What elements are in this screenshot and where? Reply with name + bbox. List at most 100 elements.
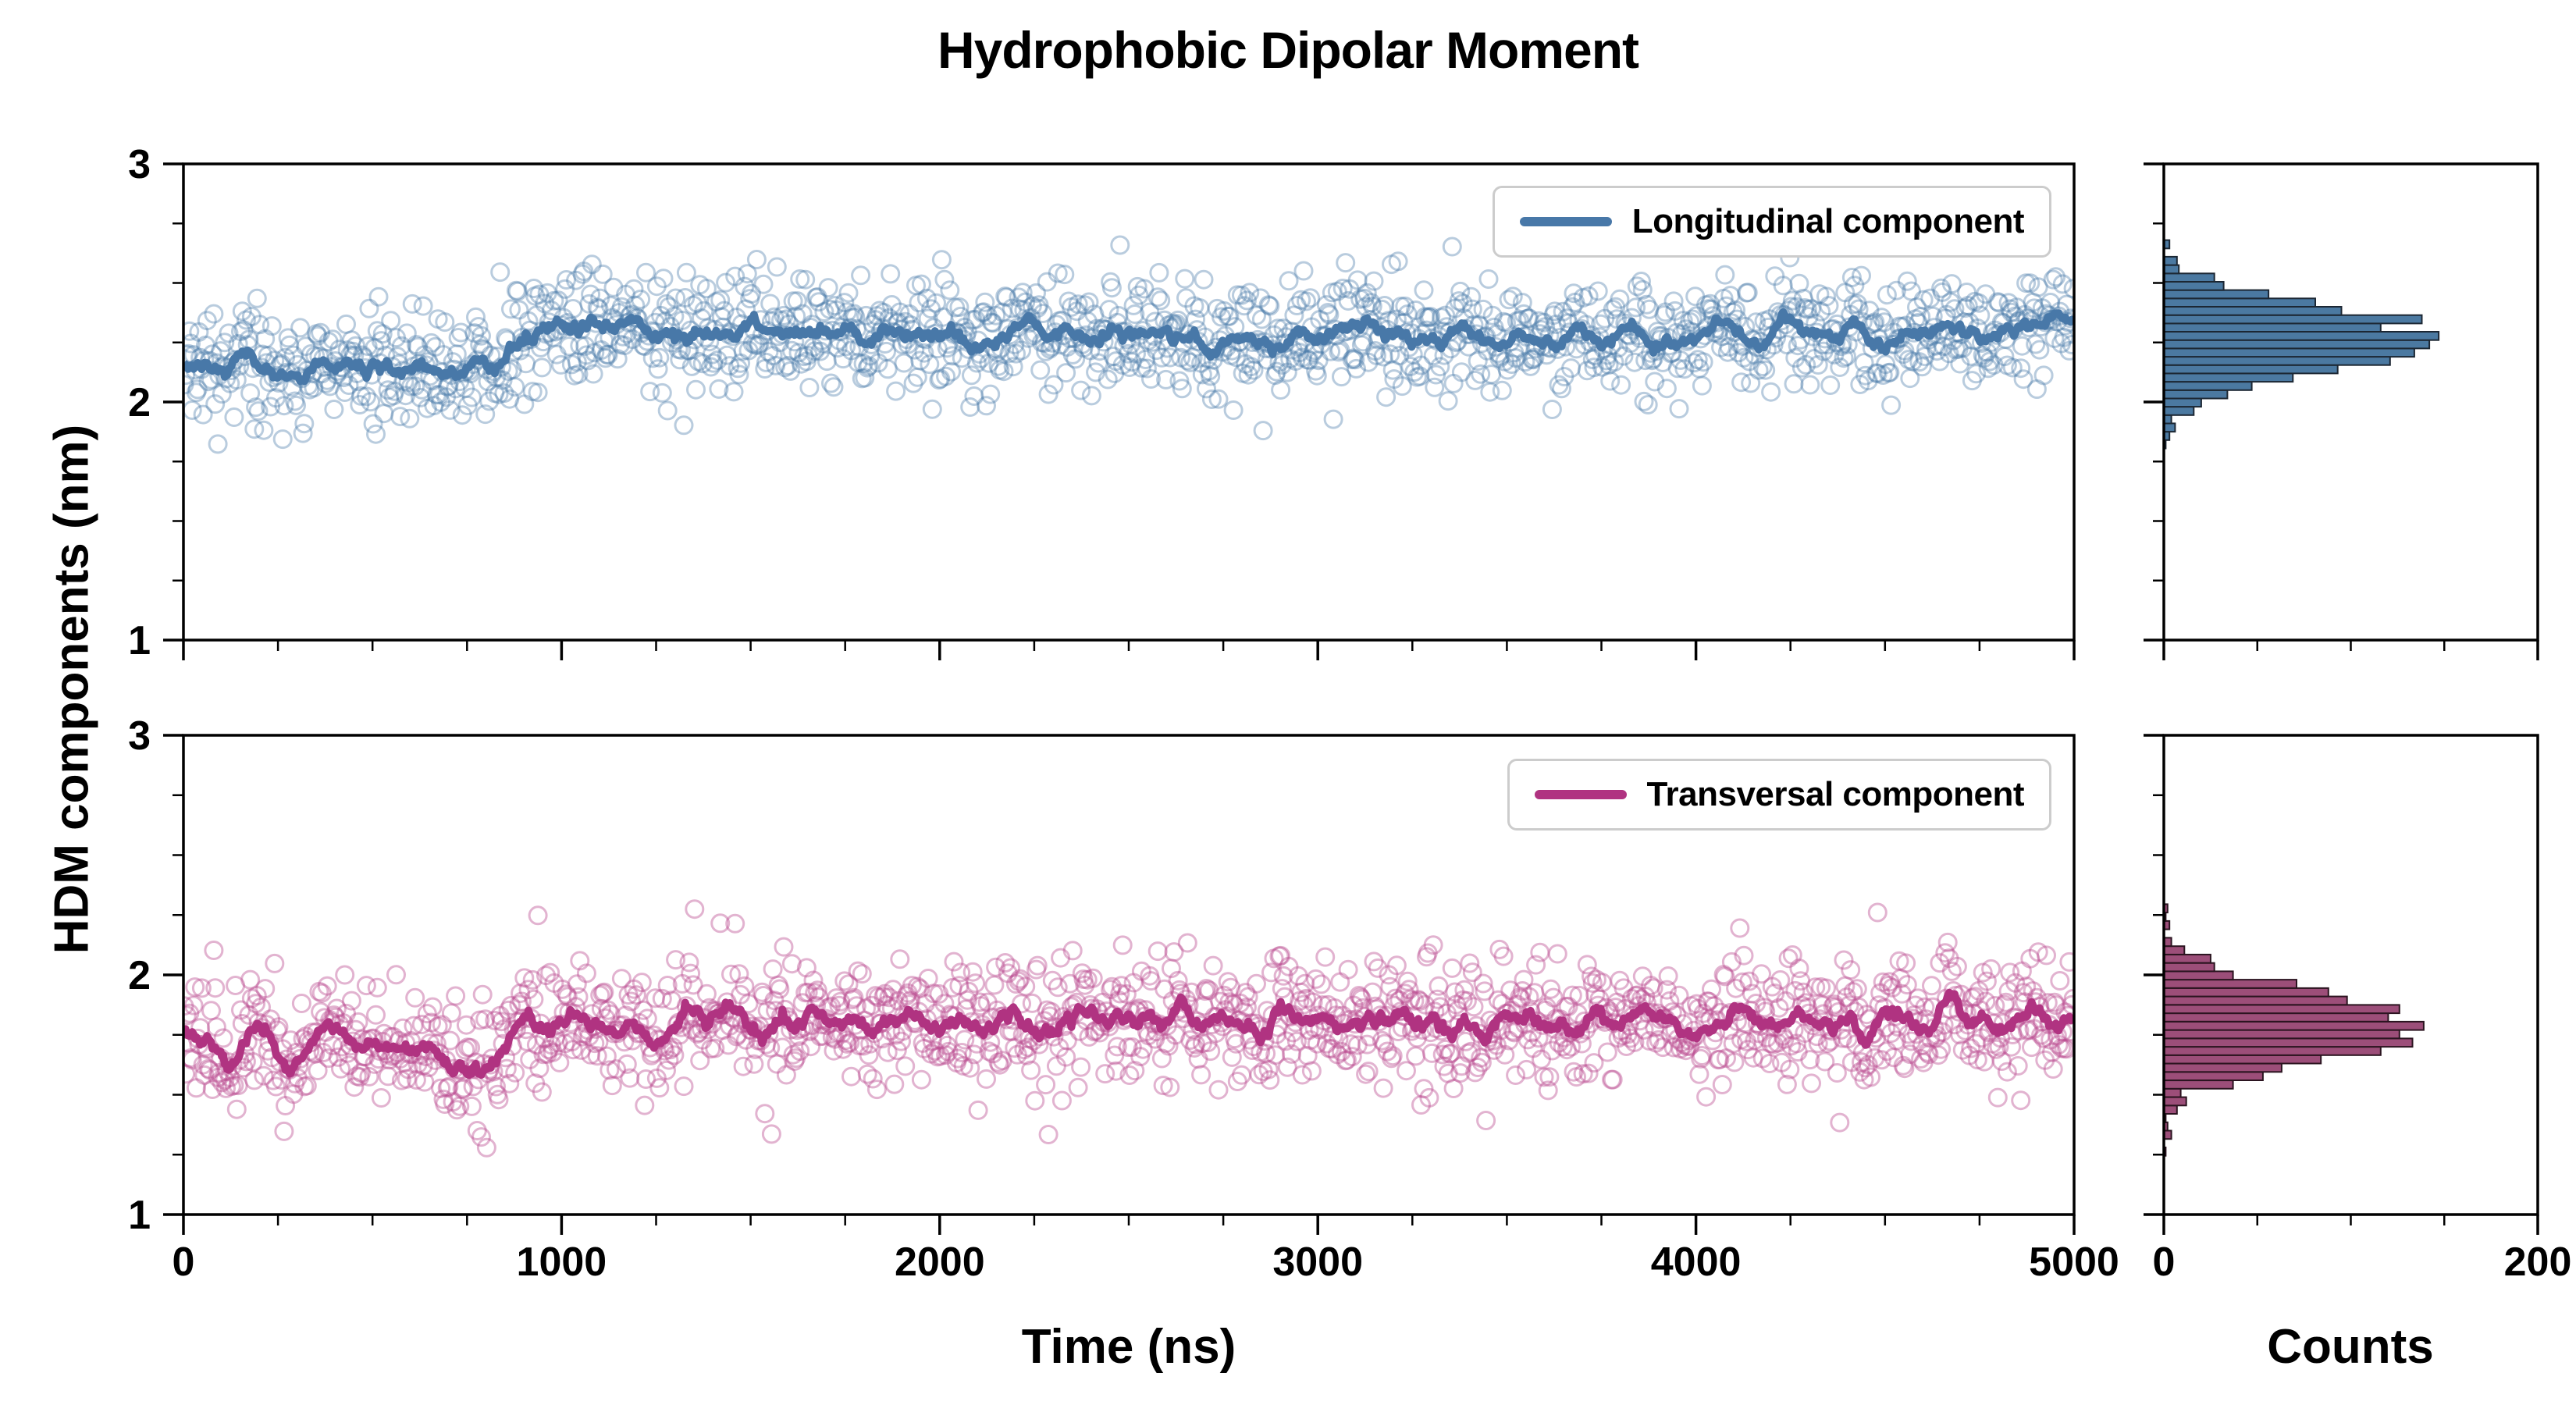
scatter-point (1354, 288, 1375, 308)
scatter-point (393, 1018, 413, 1038)
scatter-point (979, 353, 999, 373)
scatter-point (1578, 286, 1599, 306)
scatter-point (975, 292, 995, 312)
scatter-point (505, 1062, 525, 1083)
scatter-point (1939, 343, 1959, 364)
scatter-point (735, 276, 755, 297)
scatter-point (371, 1088, 391, 1108)
histogram-series-bottom (2163, 903, 2425, 1157)
scatter-point (760, 293, 781, 314)
scatter-point (417, 398, 437, 418)
scatter-point (567, 352, 587, 372)
scatter-point (622, 329, 642, 350)
scatter-point (1549, 375, 1569, 395)
scatter-point (996, 287, 1016, 308)
scatter-point (262, 316, 282, 336)
scatter-point (247, 986, 267, 1006)
scatter-point (1543, 305, 1564, 325)
scatter-point (1711, 337, 1731, 357)
scatter-point (601, 296, 621, 316)
scatter-point (208, 434, 228, 454)
scatter-point (1730, 918, 1750, 938)
x-tick-label: 5000 (2029, 1240, 2119, 1285)
hist-bar (2163, 979, 2297, 989)
scatter-point (1388, 251, 1408, 272)
legend-line-swatch-transversal (1534, 790, 1627, 799)
scatter-point (1005, 334, 1025, 354)
scatter-point (763, 346, 783, 366)
scatter-point (239, 1005, 259, 1025)
scatter-point (833, 349, 853, 369)
scatter-point (1809, 284, 1830, 304)
scatter-point (1492, 380, 1512, 400)
scatter-point (1791, 357, 1812, 378)
scatter-point (1219, 306, 1240, 326)
scatter-point (863, 1069, 883, 1089)
scatter-point (1952, 338, 1973, 358)
scatter-point (1284, 305, 1304, 325)
scatter-point (337, 1043, 358, 1063)
scatter-point (720, 356, 740, 376)
scatter-point (787, 291, 807, 311)
scatter-point (827, 338, 848, 358)
scatter-point (576, 345, 596, 365)
scatter-point (1340, 279, 1360, 299)
scatter-point (406, 1070, 426, 1090)
scatter-point (738, 340, 759, 361)
scatter-point (1236, 290, 1257, 311)
scatter-point (544, 973, 564, 993)
scatter-point (1430, 357, 1450, 377)
scatter-point (781, 340, 802, 361)
scatter-point (1105, 363, 1125, 383)
hist-bar (2163, 1071, 2264, 1082)
scatter-point (226, 1099, 247, 1119)
scatter-point (567, 974, 587, 994)
scatter-point (2026, 334, 2046, 354)
scatter-point (335, 382, 355, 402)
scatter-point (1057, 337, 1077, 357)
scatter-point (417, 1004, 437, 1024)
scatter-point (1604, 352, 1624, 372)
scatter-point (1037, 272, 1057, 292)
scatter-point (452, 1080, 472, 1099)
scatter-point (1253, 421, 1273, 441)
scatter-point (1830, 357, 1850, 377)
scatter-point (1177, 933, 1197, 953)
scatter-point (1098, 369, 1118, 389)
scatter-point (1800, 375, 1820, 395)
scatter-point (351, 1063, 371, 1083)
scatter-point (1480, 382, 1500, 402)
scatter-point (657, 400, 678, 421)
scatter-point (574, 261, 594, 282)
scatter-point (193, 404, 213, 425)
x-tick-label: 4000 (1651, 1240, 1742, 1285)
scatter-point (792, 354, 811, 374)
scatter-point (204, 941, 224, 960)
scatter-point (1190, 298, 1210, 318)
scatter-point (591, 340, 611, 360)
scatter-point (777, 356, 798, 375)
scatter-point (1680, 311, 1700, 332)
scatter-point (437, 1078, 457, 1098)
legend-transversal: Transversal component (1507, 759, 2051, 831)
scatter-point (807, 287, 827, 307)
scatter-point (930, 368, 951, 389)
scatter-point (1025, 1090, 1045, 1111)
scatter-point (563, 1040, 583, 1060)
scatter-point (317, 976, 337, 996)
scatter-point (1682, 309, 1703, 329)
scatter-point (731, 353, 751, 373)
scatter-point (937, 338, 957, 358)
scatter-point (2050, 971, 2070, 991)
scatter-point (977, 1069, 996, 1089)
scatter-point (358, 336, 378, 356)
scatter-point (290, 318, 311, 338)
scatter-point (361, 392, 381, 412)
scatter-point (1731, 372, 1752, 393)
scatter-point (228, 1076, 248, 1096)
scatter-point (529, 284, 550, 304)
scatter-point (322, 1036, 343, 1055)
scatter-point (1400, 357, 1421, 376)
scatter-point (479, 391, 500, 411)
scatter-point (1318, 303, 1338, 322)
